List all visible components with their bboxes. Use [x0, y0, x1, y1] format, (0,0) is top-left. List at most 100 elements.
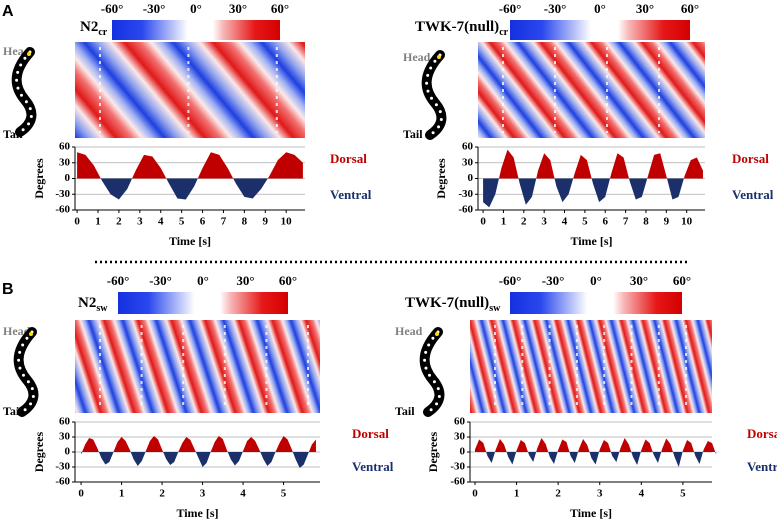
- colorbar-tick-label: -30°: [542, 273, 565, 288]
- kymograph: [75, 42, 305, 138]
- bend-area: [474, 438, 717, 467]
- x-axis-label: Time [s]: [176, 506, 218, 520]
- colorbar-tick-label: 30°: [236, 273, 254, 288]
- ventral-label: Ventral: [732, 187, 774, 202]
- colorbar-tick-label: 0°: [190, 1, 202, 16]
- colorbar-tick-label: 0°: [594, 1, 606, 16]
- x-axis-label: Time [s]: [169, 234, 211, 248]
- title-subscript: cr: [98, 27, 107, 38]
- tail-label: Tail: [395, 404, 415, 418]
- x-tick-label: 4: [240, 488, 246, 500]
- x-tick-label: 8: [242, 216, 248, 228]
- title-subscript: cr: [499, 27, 508, 38]
- colorbar-tick-label: 30°: [636, 1, 654, 16]
- y-tick-label: 60: [454, 416, 466, 428]
- worm-head: [437, 55, 441, 59]
- dorsal-label: Dorsal: [732, 151, 769, 166]
- y-axis-label: Degrees: [32, 431, 46, 472]
- colorbar-tick-label: -30°: [544, 1, 567, 16]
- x-tick-label: 3: [200, 488, 206, 500]
- x-tick-label: 3: [597, 488, 603, 500]
- y-tick-label: -30: [55, 461, 70, 473]
- ventral-label: Ventral: [330, 187, 372, 202]
- bend-area: [483, 149, 703, 208]
- title-text: TWK-7(null): [415, 19, 499, 35]
- x-tick-label: 6: [602, 216, 608, 228]
- y-tick-label: 0: [65, 172, 71, 184]
- colorbar-tick-label: 60°: [681, 1, 699, 16]
- y-tick-label: -30: [458, 188, 473, 200]
- y-tick-label: 30: [59, 431, 71, 443]
- colorbar: [510, 292, 682, 314]
- worm-head: [29, 332, 33, 336]
- x-tick-label: 5: [582, 216, 588, 228]
- y-axis-label: Degrees: [32, 158, 46, 199]
- colorbar-tick-label: 0°: [197, 273, 209, 288]
- x-tick-label: 6: [200, 216, 206, 228]
- y-tick-label: -60: [450, 476, 465, 488]
- worm: [421, 50, 447, 140]
- x-tick-label: 3: [541, 216, 547, 228]
- x-tick-label: 7: [623, 216, 629, 228]
- title-text: TWK-7(null): [405, 295, 489, 311]
- worm: [419, 327, 445, 417]
- dorsal-label: Dorsal: [352, 426, 389, 441]
- colorbar-tick-label: 60°: [673, 273, 691, 288]
- title-subscript: sw: [96, 303, 108, 314]
- x-tick-label: 5: [281, 488, 287, 500]
- x-tick-label: 4: [562, 216, 568, 228]
- title-subscript: sw: [489, 303, 501, 314]
- panel-title: N2cr: [80, 19, 108, 38]
- kymograph: [470, 320, 712, 413]
- x-tick-label: 0: [472, 488, 478, 500]
- y-tick-label: 0: [460, 446, 466, 458]
- title-text: N2: [80, 19, 98, 35]
- x-tick-label: 9: [664, 216, 670, 228]
- y-tick-label: 30: [462, 156, 474, 168]
- x-tick-label: 1: [95, 216, 101, 228]
- dorsal-label: Dorsal: [747, 426, 777, 441]
- worm-head: [435, 332, 439, 336]
- colorbar: [118, 292, 288, 314]
- y-tick-label: -30: [450, 461, 465, 473]
- worm: [13, 327, 39, 417]
- y-tick-label: 30: [454, 431, 466, 443]
- colorbar-tick-label: -30°: [149, 273, 172, 288]
- x-tick-label: 4: [639, 488, 645, 500]
- ventral-label: Ventral: [747, 459, 777, 474]
- x-tick-label: 2: [555, 488, 561, 500]
- y-tick-label: 0: [65, 446, 71, 458]
- colorbar: [112, 20, 280, 40]
- panel-label: B: [2, 281, 14, 298]
- bend-area: [77, 152, 303, 200]
- colorbar-tick-label: 60°: [271, 1, 289, 16]
- colorbar-tick-label: -60°: [499, 1, 522, 16]
- y-tick-label: -30: [55, 188, 70, 200]
- panel-label: A: [2, 3, 14, 20]
- y-axis-label: Degrees: [434, 158, 448, 199]
- y-tick-label: 60: [59, 141, 71, 153]
- tail-label: Tail: [403, 127, 423, 141]
- panel-title: TWK-7(null)sw: [405, 295, 501, 314]
- worm-dots: [17, 330, 35, 414]
- colorbar-tick-label: 30°: [630, 273, 648, 288]
- x-tick-label: 10: [281, 216, 293, 228]
- y-tick-label: -60: [458, 204, 473, 216]
- x-tick-label: 3: [137, 216, 143, 228]
- x-axis-label: Time [s]: [570, 506, 612, 520]
- x-tick-label: 2: [116, 216, 122, 228]
- colorbar-tick-label: -60°: [107, 273, 130, 288]
- colorbar-tick-label: -60°: [101, 1, 124, 16]
- kymograph: [478, 42, 705, 138]
- x-axis-label: Time [s]: [570, 234, 612, 248]
- x-tick-label: 7: [221, 216, 227, 228]
- panel-title: TWK-7(null)cr: [415, 19, 509, 38]
- x-tick-label: 1: [501, 216, 507, 228]
- x-tick-label: 0: [74, 216, 80, 228]
- x-tick-label: 2: [521, 216, 527, 228]
- colorbar-tick-label: 30°: [229, 1, 247, 16]
- worm-dots: [423, 330, 441, 414]
- y-tick-label: -60: [55, 476, 70, 488]
- colorbar-tick-label: 0°: [590, 273, 602, 288]
- colorbar: [510, 20, 690, 40]
